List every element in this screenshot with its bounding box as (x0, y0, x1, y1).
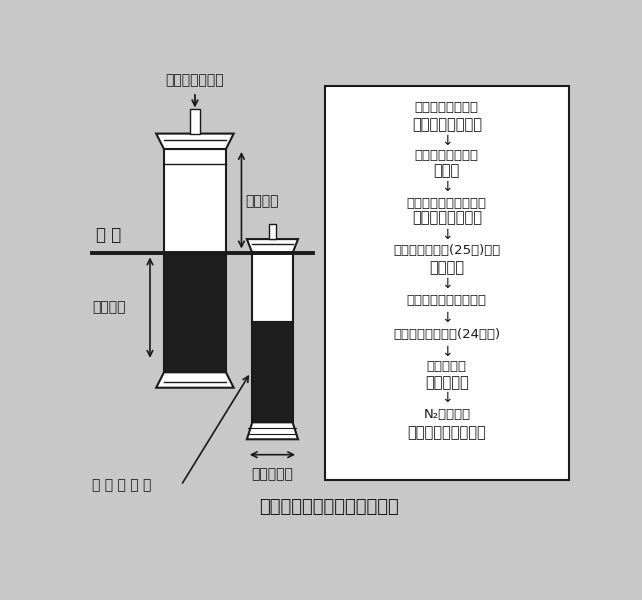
Polygon shape (247, 422, 298, 439)
Text: ↓: ↓ (441, 311, 453, 325)
Text: 未攪乱土壌の採取: 未攪乱土壌の採取 (415, 101, 479, 114)
Text: １０ｃｍ: １０ｃｍ (92, 300, 125, 314)
Text: アセチレンガス: アセチレンガス (166, 73, 224, 88)
Text: ↓: ↓ (441, 277, 453, 291)
Text: ガスクロマトグラフ: ガスクロマトグラフ (408, 425, 486, 440)
Text: ガスの採取: ガスの採取 (427, 360, 467, 373)
Text: 未 攪 乱 土 壌: 未 攪 乱 土 壌 (92, 478, 152, 493)
Polygon shape (247, 239, 298, 253)
Text: ↓: ↓ (441, 227, 453, 242)
Text: 真空採血管: 真空採血管 (425, 376, 469, 391)
Text: 図１　測定手法の略図と手順: 図１ 測定手法の略図と手順 (259, 498, 399, 516)
Text: ↓: ↓ (441, 391, 453, 405)
Text: ↓: ↓ (441, 180, 453, 194)
Text: 空気の導入（１気圧）: 空気の導入（１気圧） (407, 294, 487, 307)
Text: アクリルチューブ: アクリルチューブ (412, 116, 482, 131)
Text: N₂Ｏの測定: N₂Ｏの測定 (423, 408, 471, 421)
Text: ↓: ↓ (441, 134, 453, 148)
Bar (164, 253, 226, 372)
Text: シリンジ: シリンジ (429, 260, 464, 275)
Text: 手動式真空ポンプ: 手動式真空ポンプ (412, 211, 482, 226)
Text: ２０ｃｍ: ２０ｃｍ (245, 194, 279, 208)
Text: 圃場へ埋設・静置(24時間): 圃場へ埋設・静置(24時間) (394, 328, 500, 341)
Bar (164, 149, 226, 253)
Text: 上端と下端の密閉: 上端と下端の密閉 (415, 149, 479, 162)
Text: 地 面: 地 面 (96, 226, 121, 244)
Bar (252, 322, 293, 422)
Text: ↓: ↓ (441, 344, 453, 359)
Bar (190, 109, 200, 134)
Text: ゴム栓: ゴム栓 (434, 163, 460, 178)
Polygon shape (156, 372, 234, 388)
Text: チューブ内空気の吸引: チューブ内空気の吸引 (407, 197, 487, 210)
Text: アセチレンガス(25㎖)注入: アセチレンガス(25㎖)注入 (393, 244, 501, 257)
Polygon shape (156, 134, 234, 149)
Bar (325, 86, 569, 480)
Bar (268, 224, 276, 239)
Bar (252, 253, 293, 322)
Text: ６．４ｃｍ: ６．４ｃｍ (252, 467, 293, 481)
